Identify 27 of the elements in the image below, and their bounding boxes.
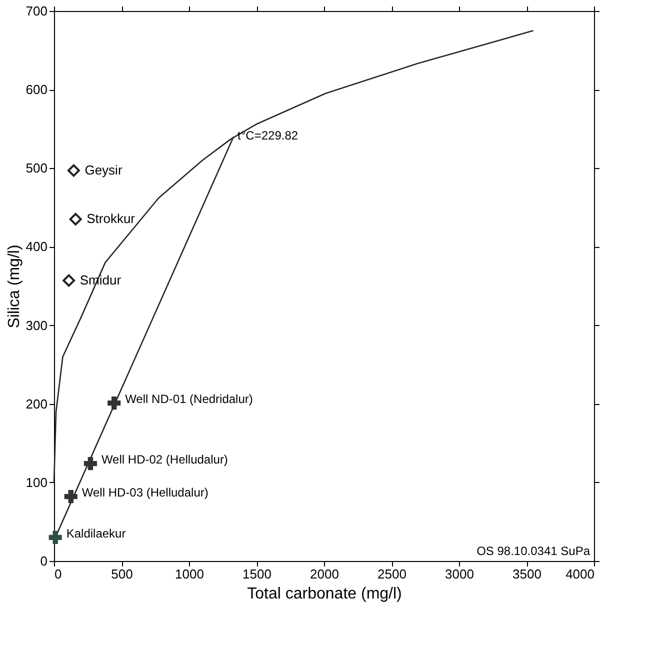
x-tick-label: 0 <box>54 566 62 582</box>
series-label: Well ND-01 (Nedridalur) <box>125 392 253 406</box>
series-label: Strokkur <box>86 211 136 226</box>
y-axis-title: Silica (mg/l) <box>6 244 23 328</box>
x-tick-label: 2000 <box>310 566 339 582</box>
annotation: t°C=229.82 <box>238 128 298 143</box>
x-tick-label: 500 <box>111 566 133 582</box>
series-label: Geysir <box>84 162 123 178</box>
x-tick-label: 1000 <box>175 566 204 582</box>
y-tick-label: 500 <box>26 160 48 176</box>
y-tick-label: 100 <box>26 474 48 490</box>
x-axis-title: Total carbonate (mg/l) <box>247 586 402 602</box>
y-tick-label: 200 <box>26 396 48 412</box>
x-tick-label: 3000 <box>445 566 474 582</box>
y-tick-label: 400 <box>26 239 48 254</box>
series-label: Kaldilaekur <box>66 526 126 540</box>
x-tick-label: 2500 <box>378 566 406 582</box>
y-tick-label: 0 <box>40 554 48 568</box>
x-tick-label: 4000 <box>566 566 594 582</box>
x-tick-label: 1500 <box>242 566 272 582</box>
y-tick-label: 700 <box>26 4 48 18</box>
series-label: Well HD-03 (Helludalur) <box>82 486 208 500</box>
y-tick-label: 600 <box>26 82 48 98</box>
y-tick-label: 300 <box>26 318 48 333</box>
series-label: Well HD-02 (Helludalur) <box>101 452 228 467</box>
annotation: OS 98.10.0341 SuPa <box>476 544 590 558</box>
x-tick-label: 3500 <box>512 566 542 582</box>
